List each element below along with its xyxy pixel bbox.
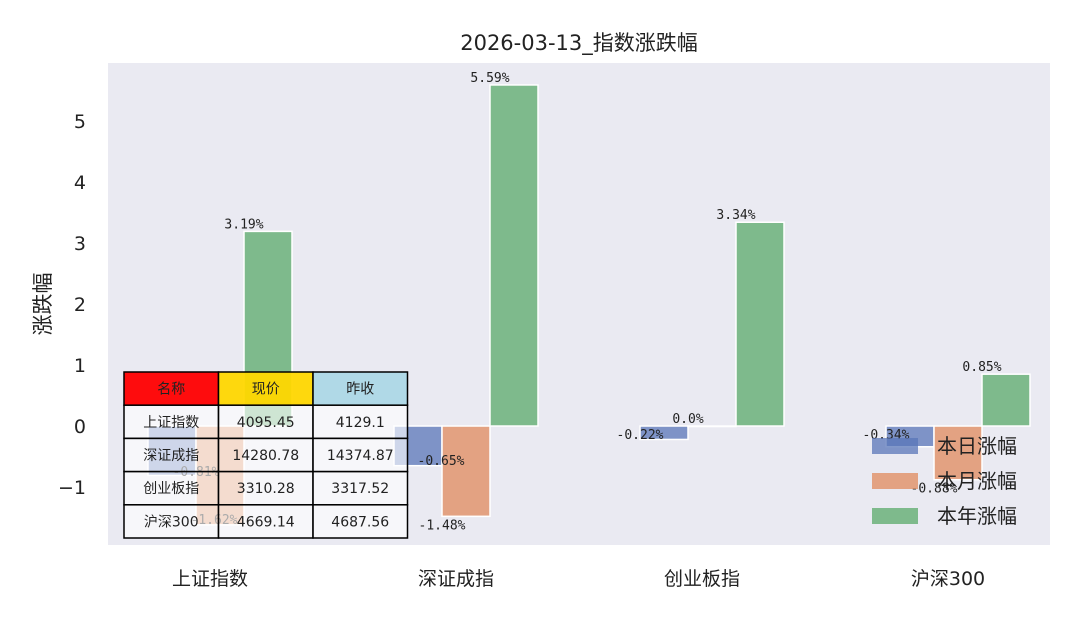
data-label: -0.65% [418,454,465,469]
bar-1-3 [639,425,689,441]
legend-swatch [872,473,918,489]
data-label: 5.59% [470,71,509,86]
table-cell [123,404,220,440]
table-header-text: 现价 [252,382,280,398]
table-header-cell [123,371,220,406]
table-cell [123,470,220,506]
legend-label: 本年涨幅 [937,504,1017,528]
table-cell-text: 4095.45 [237,415,295,431]
y-tick-label: 1 [74,355,86,377]
y-tick-label: 4 [74,172,86,194]
legend-swatch [872,438,918,454]
table-header-text: 昨收 [346,382,374,398]
data-label: 3.19% [224,217,263,232]
y-tick-label: −1 [58,477,86,499]
table-cell-text: 深证成指 [143,448,199,464]
table-header-cell [217,371,314,406]
table-cell [123,437,220,473]
legend-label: 本日涨幅 [937,434,1017,458]
chart-title: 2026-03-13_指数涨跌幅 [460,31,698,56]
data-label: -1.48% [419,518,466,533]
bar-2-2 [441,425,491,518]
bar-3-2 [489,84,539,427]
y-axis-ticks: −1 0 1 2 3 4 5 [58,111,86,499]
y-tick-label: 0 [74,416,86,438]
data-label: -0.88% [911,482,958,497]
table-cell [312,504,409,539]
bar-3-4 [981,373,1031,427]
table-cell-text: 4687.56 [331,514,389,530]
y-tick-label: 3 [74,233,86,255]
x-tick-label: 创业板指 [664,568,740,590]
table-cell-text: 上证指数 [143,415,199,431]
legend-swatch [872,508,918,524]
table-header-text: 名称 [157,382,185,398]
table-cell-text: 14374.87 [327,448,394,464]
table-cell-text: 14280.78 [232,448,299,464]
table-cell-text: 4129.1 [336,415,385,431]
bar-2-4 [933,425,983,481]
data-label: 0.0% [672,412,703,427]
table-cell [312,470,409,506]
y-tick-label: 5 [74,111,86,133]
table-cell-text: 创业板指 [143,481,199,497]
data-label: 3.34% [716,208,755,223]
x-tick-label: 沪深300 [911,568,985,590]
table-cell-text: 沪深300 [144,514,199,530]
x-axis-ticks: 上证指数 深证成指 创业板指 沪深300 [172,568,985,590]
bar-3-3 [735,221,785,427]
legend-label: 本月涨幅 [937,469,1017,493]
data-label: 0.85% [962,360,1001,375]
table-cell [217,437,314,473]
table-header-cell [312,371,409,406]
x-tick-label: 深证成指 [418,568,494,590]
table-cell-text: 4669.14 [237,514,295,530]
table-cell-text: 3310.28 [237,481,295,497]
y-axis-label: 涨跌幅 [31,273,55,336]
x-tick-label: 上证指数 [172,568,248,590]
table-cell-text: 3317.52 [331,481,389,497]
y-tick-label: 2 [74,294,86,316]
table-cell [217,470,314,506]
data-label: -0.22% [617,428,664,443]
table-cell [123,504,220,539]
